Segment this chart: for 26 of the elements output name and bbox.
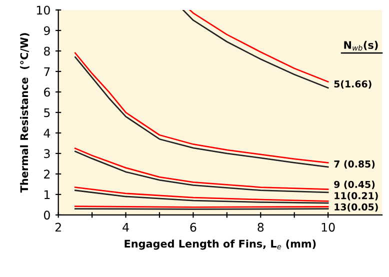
y-tick-label: 8 [44, 46, 50, 56]
y-tick-label: 4 [44, 128, 50, 138]
annotation: 11(0.21) [334, 192, 378, 200]
y-tick-label: 1 [44, 190, 50, 199]
y-tick-label: 2 [44, 170, 50, 178]
y-tick-label: 0 [44, 210, 50, 220]
y-tick-label: 10 [36, 6, 50, 15]
x-tick-label: 10 [322, 222, 335, 232]
y-tick-label: 5 [44, 108, 50, 118]
x-tick-label: 8 [258, 222, 264, 232]
annotation: 9 (0.45) [334, 180, 375, 190]
x-axis-title: Engaged Length of Fins, L$_{e}$ (mm) [124, 240, 316, 250]
annotation: 5(1.66) [334, 80, 372, 89]
annotation: 13(0.05) [334, 203, 378, 212]
y-tick-label: 9 [44, 26, 50, 36]
x-tick-label: 6 [190, 222, 196, 232]
x-tick-label: 4 [122, 222, 129, 232]
y-tick-label: 6 [44, 88, 50, 97]
annotation: N$_{wb}$(s) [344, 40, 378, 51]
x-tick-label: 2 [55, 222, 61, 232]
y-tick-label: 7 [44, 67, 50, 76]
annotation: 7 (0.85) [334, 160, 375, 169]
line-series [74, 186, 329, 202]
line-series [74, 190, 329, 204]
y-axis-title: Thermal Resistance (°C/W) [20, 33, 30, 193]
y-tick-label: 3 [44, 149, 50, 158]
